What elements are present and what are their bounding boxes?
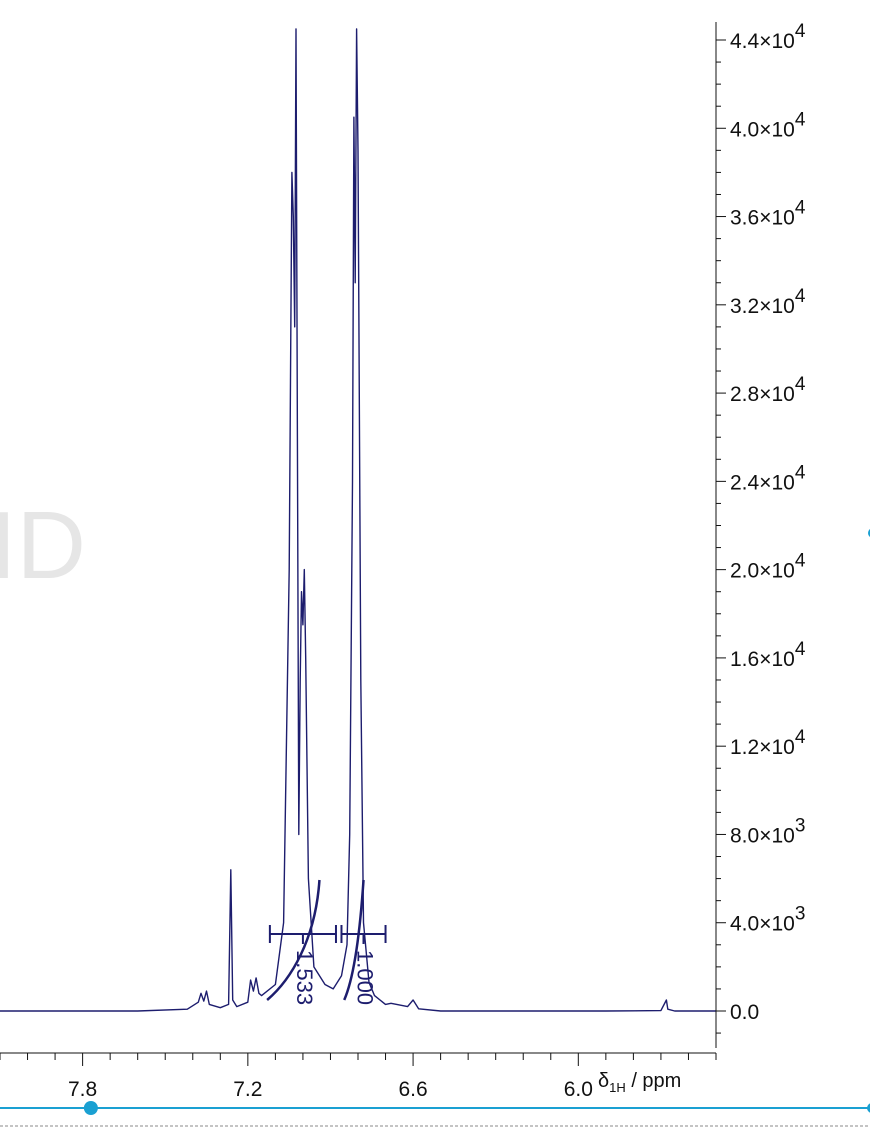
integral-label-0: 1.533: [292, 950, 317, 1005]
y-tick-mantissa: 3.2×10: [730, 295, 795, 318]
y-tick-exponent: 4: [795, 374, 806, 395]
scrollbar-handle[interactable]: [83, 1101, 98, 1115]
integral-label-1: 1.000: [353, 950, 378, 1005]
integration-layer: 1.533 1.000: [266, 879, 387, 1005]
y-tick-exponent: 4: [795, 286, 806, 307]
y-tick-mantissa: 3.6×10: [730, 207, 795, 230]
integral-curve-0: [266, 879, 321, 1001]
y-axis-ticks: 0.04.0×1038.0×1031.2×1041.6×1042.0×1042.…: [716, 21, 806, 1034]
x-axis-label-nucleus: 1H: [609, 1080, 626, 1095]
y-tick-mantissa: 4.0×10: [730, 913, 795, 936]
y-tick-label: 3.2×104: [730, 286, 806, 318]
y-tick-mantissa: 2.4×10: [730, 471, 795, 494]
y-tick-label: 2.0×104: [730, 551, 806, 583]
scrollbar-end-handle[interactable]: [867, 1103, 870, 1113]
y-tick-exponent: 3: [795, 904, 806, 925]
y-tick-label: 0.0: [730, 1001, 759, 1024]
y-tick-mantissa: 2.8×10: [730, 383, 795, 406]
spectrum-layer: [0, 28, 716, 1012]
y-tick-label: 8.0×103: [730, 815, 805, 847]
horizontal-scrollbar[interactable]: [0, 1101, 870, 1115]
y-tick-mantissa: 1.6×10: [730, 648, 795, 671]
x-tick-label: 7.8: [68, 1078, 97, 1101]
y-tick-label: 4.4×104: [730, 21, 806, 53]
y-tick-exponent: 3: [795, 815, 806, 836]
y-tick-label: 3.6×104: [730, 198, 806, 230]
y-tick-label: 4.0×104: [730, 109, 806, 141]
y-tick-mantissa: 1.2×10: [730, 736, 795, 759]
y-tick-mantissa: 4.0×10: [730, 118, 795, 141]
x-axis-label: δ1H / ppm: [598, 1070, 681, 1095]
y-tick-exponent: 4: [795, 639, 806, 660]
x-axis-label-delta: δ: [598, 1070, 609, 1092]
y-tick-label: 1.2×104: [730, 727, 806, 759]
spectrum-line-0: [0, 28, 716, 1012]
y-tick-label: 2.8×104: [730, 374, 806, 406]
x-tick-label: 7.2: [233, 1078, 262, 1101]
y-tick-mantissa: 2.0×10: [730, 560, 795, 583]
x-axis-label-unit: / ppm: [626, 1070, 682, 1092]
x-tick-label: 6.0: [564, 1078, 593, 1101]
y-tick-exponent: 4: [795, 727, 806, 748]
integral-curve-1: [343, 879, 365, 1001]
y-tick-exponent: 4: [795, 21, 806, 42]
y-tick-label: 4.0×103: [730, 904, 805, 936]
y-tick-mantissa: 0.0: [730, 1001, 759, 1024]
y-tick-exponent: 4: [795, 109, 806, 130]
y-tick-mantissa: 8.0×10: [730, 824, 795, 847]
x-axis-ticks: 7.8 7.2 6.6 6.0: [0, 1053, 717, 1101]
y-tick-label: 2.4×104: [730, 462, 806, 494]
y-tick-exponent: 4: [795, 462, 806, 483]
y-tick-exponent: 4: [795, 551, 806, 572]
y-tick-mantissa: 4.4×10: [730, 30, 795, 53]
y-tick-exponent: 4: [795, 198, 806, 219]
y-tick-label: 1.6×104: [730, 639, 806, 671]
x-tick-label: 6.6: [398, 1078, 427, 1101]
watermark-text: ID: [0, 492, 86, 599]
